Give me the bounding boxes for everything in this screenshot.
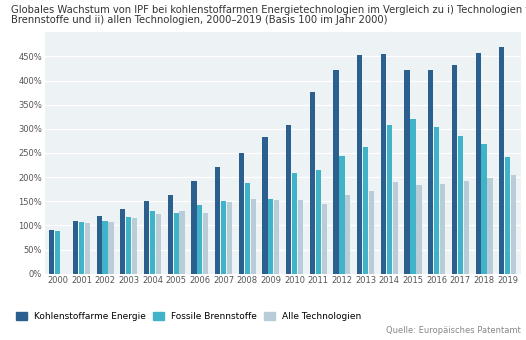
Bar (458, 136, 463, 274)
Text: Globales Wachstum von IPF bei kohlenstoffarmen Energietechnologien im Vergleich : Globales Wachstum von IPF bei kohlenstof… (11, 5, 526, 15)
Bar (369, 191, 374, 274)
Bar (345, 195, 350, 274)
Bar (227, 202, 232, 274)
Bar (49, 230, 54, 274)
Bar (191, 181, 197, 274)
Bar (156, 214, 161, 274)
Bar (410, 119, 416, 274)
Bar (268, 199, 274, 274)
Bar (168, 195, 173, 274)
Bar (73, 221, 78, 274)
Bar (339, 156, 345, 274)
Bar (215, 168, 220, 274)
Bar (245, 183, 250, 274)
Bar (298, 200, 303, 274)
Bar (174, 213, 179, 274)
Bar (481, 144, 487, 274)
Bar (505, 157, 510, 274)
Bar (476, 53, 481, 274)
Bar (357, 55, 362, 274)
Bar (488, 178, 492, 274)
Text: Brennstoffe und ii) allen Technologien, 2000–2019 (Basis 100 im Jahr 2000): Brennstoffe und ii) allen Technologien, … (11, 15, 387, 25)
Bar (203, 214, 208, 274)
Bar (120, 208, 126, 274)
Bar (310, 92, 315, 274)
Bar (392, 182, 398, 274)
Bar (79, 222, 84, 274)
Bar (108, 222, 114, 274)
Bar (197, 205, 203, 274)
Bar (103, 221, 108, 274)
Bar (250, 199, 256, 274)
Bar (179, 211, 185, 274)
Bar (452, 65, 457, 274)
Bar (274, 200, 279, 274)
Bar (97, 216, 102, 274)
Bar (434, 128, 439, 274)
Bar (262, 137, 268, 274)
Text: Quelle: Europäisches Patentamt: Quelle: Europäisches Patentamt (386, 326, 521, 335)
Bar (150, 211, 155, 274)
Bar (387, 125, 392, 274)
Bar (511, 175, 516, 274)
Bar (316, 170, 321, 274)
Bar (321, 204, 327, 274)
Bar (132, 218, 137, 274)
Bar (221, 201, 226, 274)
Bar (381, 54, 386, 274)
Bar (499, 47, 504, 274)
Bar (292, 173, 297, 274)
Bar (286, 125, 291, 274)
Bar (333, 70, 339, 274)
Bar (416, 185, 421, 274)
Legend: Kohlenstoffarme Energie, Fossile Brennstoffe, Alle Technologien: Kohlenstoffarme Energie, Fossile Brennst… (16, 312, 361, 321)
Bar (428, 70, 433, 274)
Bar (463, 181, 469, 274)
Bar (440, 184, 445, 274)
Bar (55, 231, 60, 274)
Bar (85, 223, 90, 274)
Bar (126, 217, 132, 274)
Bar (144, 201, 149, 274)
Bar (363, 147, 368, 274)
Bar (404, 70, 410, 274)
Bar (239, 153, 244, 274)
